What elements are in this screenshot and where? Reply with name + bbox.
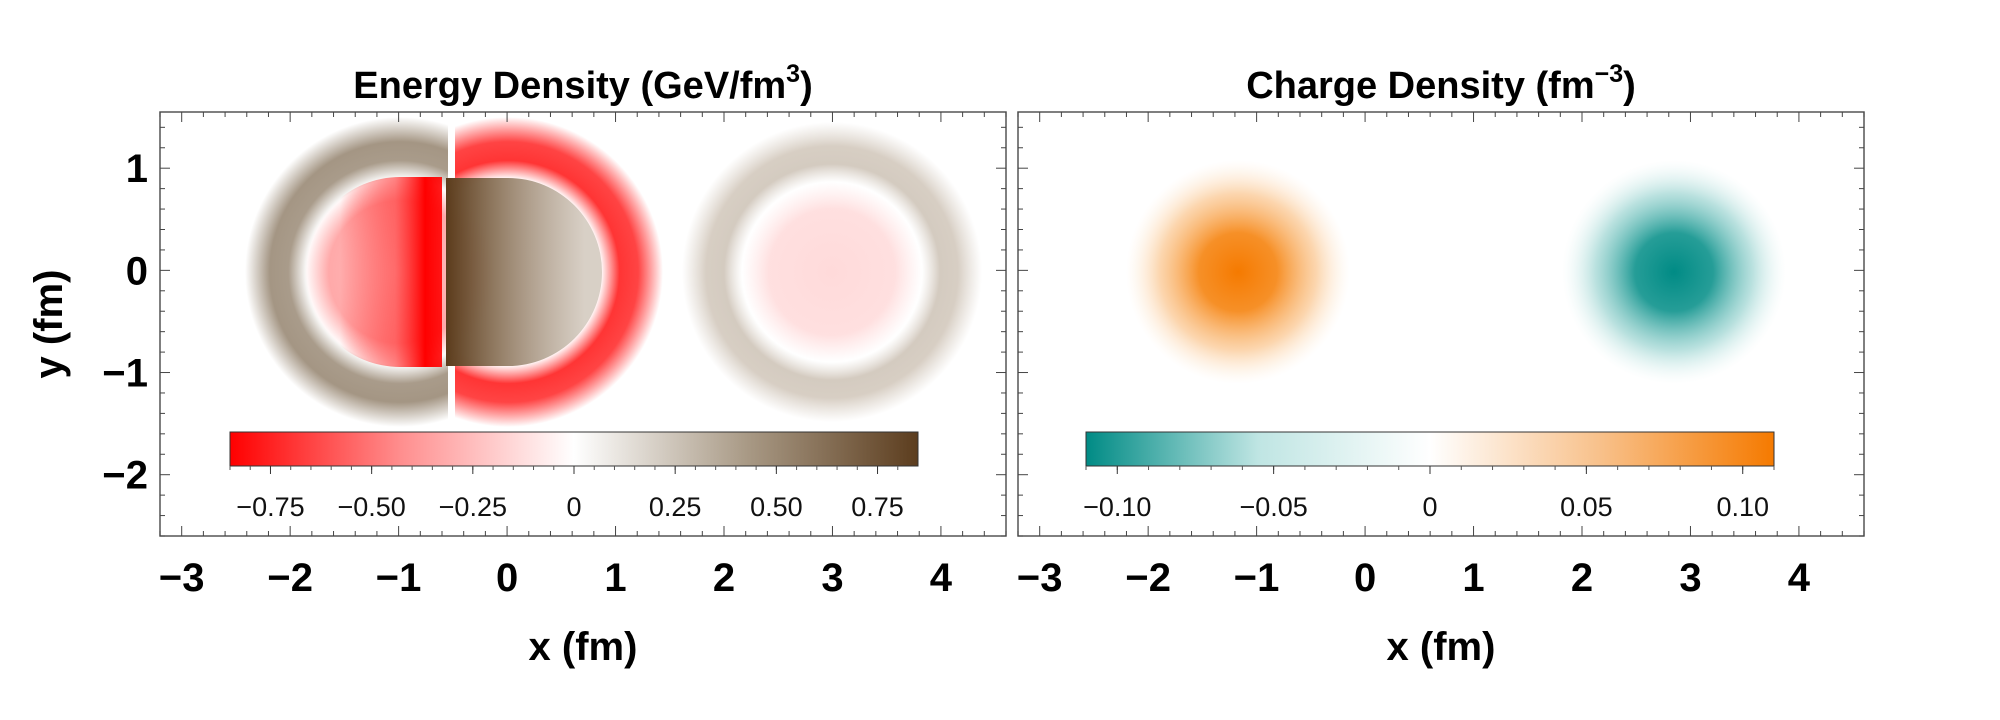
charge-colorbar-tick-label: 0.10 <box>1716 492 1769 522</box>
charge-x-tick-label: −3 <box>1017 556 1063 600</box>
charge-title-main: Charge Density (fm <box>1246 65 1594 107</box>
energy-isolated-core <box>742 182 922 362</box>
energy-x-tick-label: 2 <box>713 556 735 600</box>
energy-colorbar-tick-label: 0.25 <box>649 492 702 522</box>
energy-x-axis-label: x (fm) <box>529 625 638 669</box>
energy-y-axis-label: y (fm) <box>27 270 71 379</box>
charge-colorbar-tick-label: −0.10 <box>1083 492 1151 522</box>
energy-y-tick-label: −1 <box>102 352 148 396</box>
energy-colorbar-tick-label: −0.75 <box>236 492 304 522</box>
energy-colorbar-tick-label: −0.50 <box>337 492 405 522</box>
energy-colorbar-tick-label: 0 <box>566 492 581 522</box>
energy-x-tick-label: 4 <box>930 556 953 600</box>
charge-title-close: ) <box>1623 65 1636 107</box>
energy-x-tick-label: 0 <box>496 556 518 600</box>
charge-colorbar-tick-label: 0 <box>1422 492 1437 522</box>
energy-panel: Energy Density (GeV/fm3) −3 <box>27 60 1007 669</box>
charge-x-tick-label: −1 <box>1234 556 1280 600</box>
energy-title-close: ) <box>800 65 813 107</box>
energy-title-main: Energy Density (GeV/fm <box>353 65 786 107</box>
charge-x-tick-label: 2 <box>1571 556 1593 600</box>
energy-colorbar: −0.75 −0.50 −0.25 0 0.25 0.50 0.75 <box>229 431 919 522</box>
charge-panel: Charge Density (fm−3) −3 −2 −1 0 1 2 3 4 x (fm)… <box>1017 60 1865 669</box>
energy-y-tick-label: 0 <box>126 249 148 293</box>
energy-y-tick-label: −2 <box>102 454 148 498</box>
energy-density-field <box>245 117 982 427</box>
charge-x-tick-label: 0 <box>1354 556 1376 600</box>
energy-x-tick-label: 3 <box>821 556 843 600</box>
charge-x-tick-label: 3 <box>1679 556 1701 600</box>
charge-density-field <box>1126 160 1786 384</box>
charge-x-tick-labels: −3 −2 −1 0 1 2 3 4 <box>1017 556 1811 600</box>
charge-negative-blob <box>1562 160 1786 384</box>
charge-colorbar-ticks: −0.10 −0.05 0 0.05 0.10 <box>1083 466 1775 522</box>
energy-y-tick-label: 1 <box>126 147 148 191</box>
energy-y-tick-labels: 1 0 −1 −2 <box>102 147 148 498</box>
energy-right-core <box>446 178 602 366</box>
energy-title: Energy Density (GeV/fm3) <box>353 60 812 107</box>
energy-colorbar-ticks: −0.75 −0.50 −0.25 0 0.25 0.50 0.75 <box>229 466 904 522</box>
charge-x-tick-label: 1 <box>1462 556 1484 600</box>
charge-colorbar-tick-label: −0.05 <box>1239 492 1307 522</box>
charge-title-sup: −3 <box>1595 60 1624 88</box>
charge-tick-marks <box>1017 112 1865 537</box>
energy-x-tick-label: 1 <box>604 556 626 600</box>
charge-positive-blob <box>1126 160 1350 384</box>
energy-colorbar-tick-label: −0.25 <box>439 492 507 522</box>
energy-x-tick-label: −3 <box>159 556 205 600</box>
charge-colorbar-tick-label: 0.05 <box>1560 492 1613 522</box>
charge-x-tick-label: 4 <box>1788 556 1811 600</box>
energy-colorbar-gradient <box>229 431 919 467</box>
energy-tick-marks <box>159 112 1007 537</box>
energy-colorbar-tick-label: 0.50 <box>750 492 803 522</box>
charge-colorbar-gradient <box>1085 431 1775 467</box>
energy-x-tick-labels: −3 −2 −1 0 1 2 3 4 <box>159 556 953 600</box>
energy-title-sup: 3 <box>786 60 800 88</box>
energy-x-tick-label: −2 <box>267 556 313 600</box>
charge-title: Charge Density (fm−3) <box>1246 60 1636 107</box>
energy-x-tick-label: −1 <box>376 556 422 600</box>
charge-frame <box>1017 111 1865 537</box>
charge-x-tick-label: −2 <box>1125 556 1171 600</box>
charge-colorbar: −0.10 −0.05 0 0.05 0.10 <box>1083 431 1775 522</box>
charge-x-axis-label: x (fm) <box>1387 625 1496 669</box>
energy-frame <box>159 111 1007 537</box>
energy-colorbar-tick-label: 0.75 <box>851 492 904 522</box>
